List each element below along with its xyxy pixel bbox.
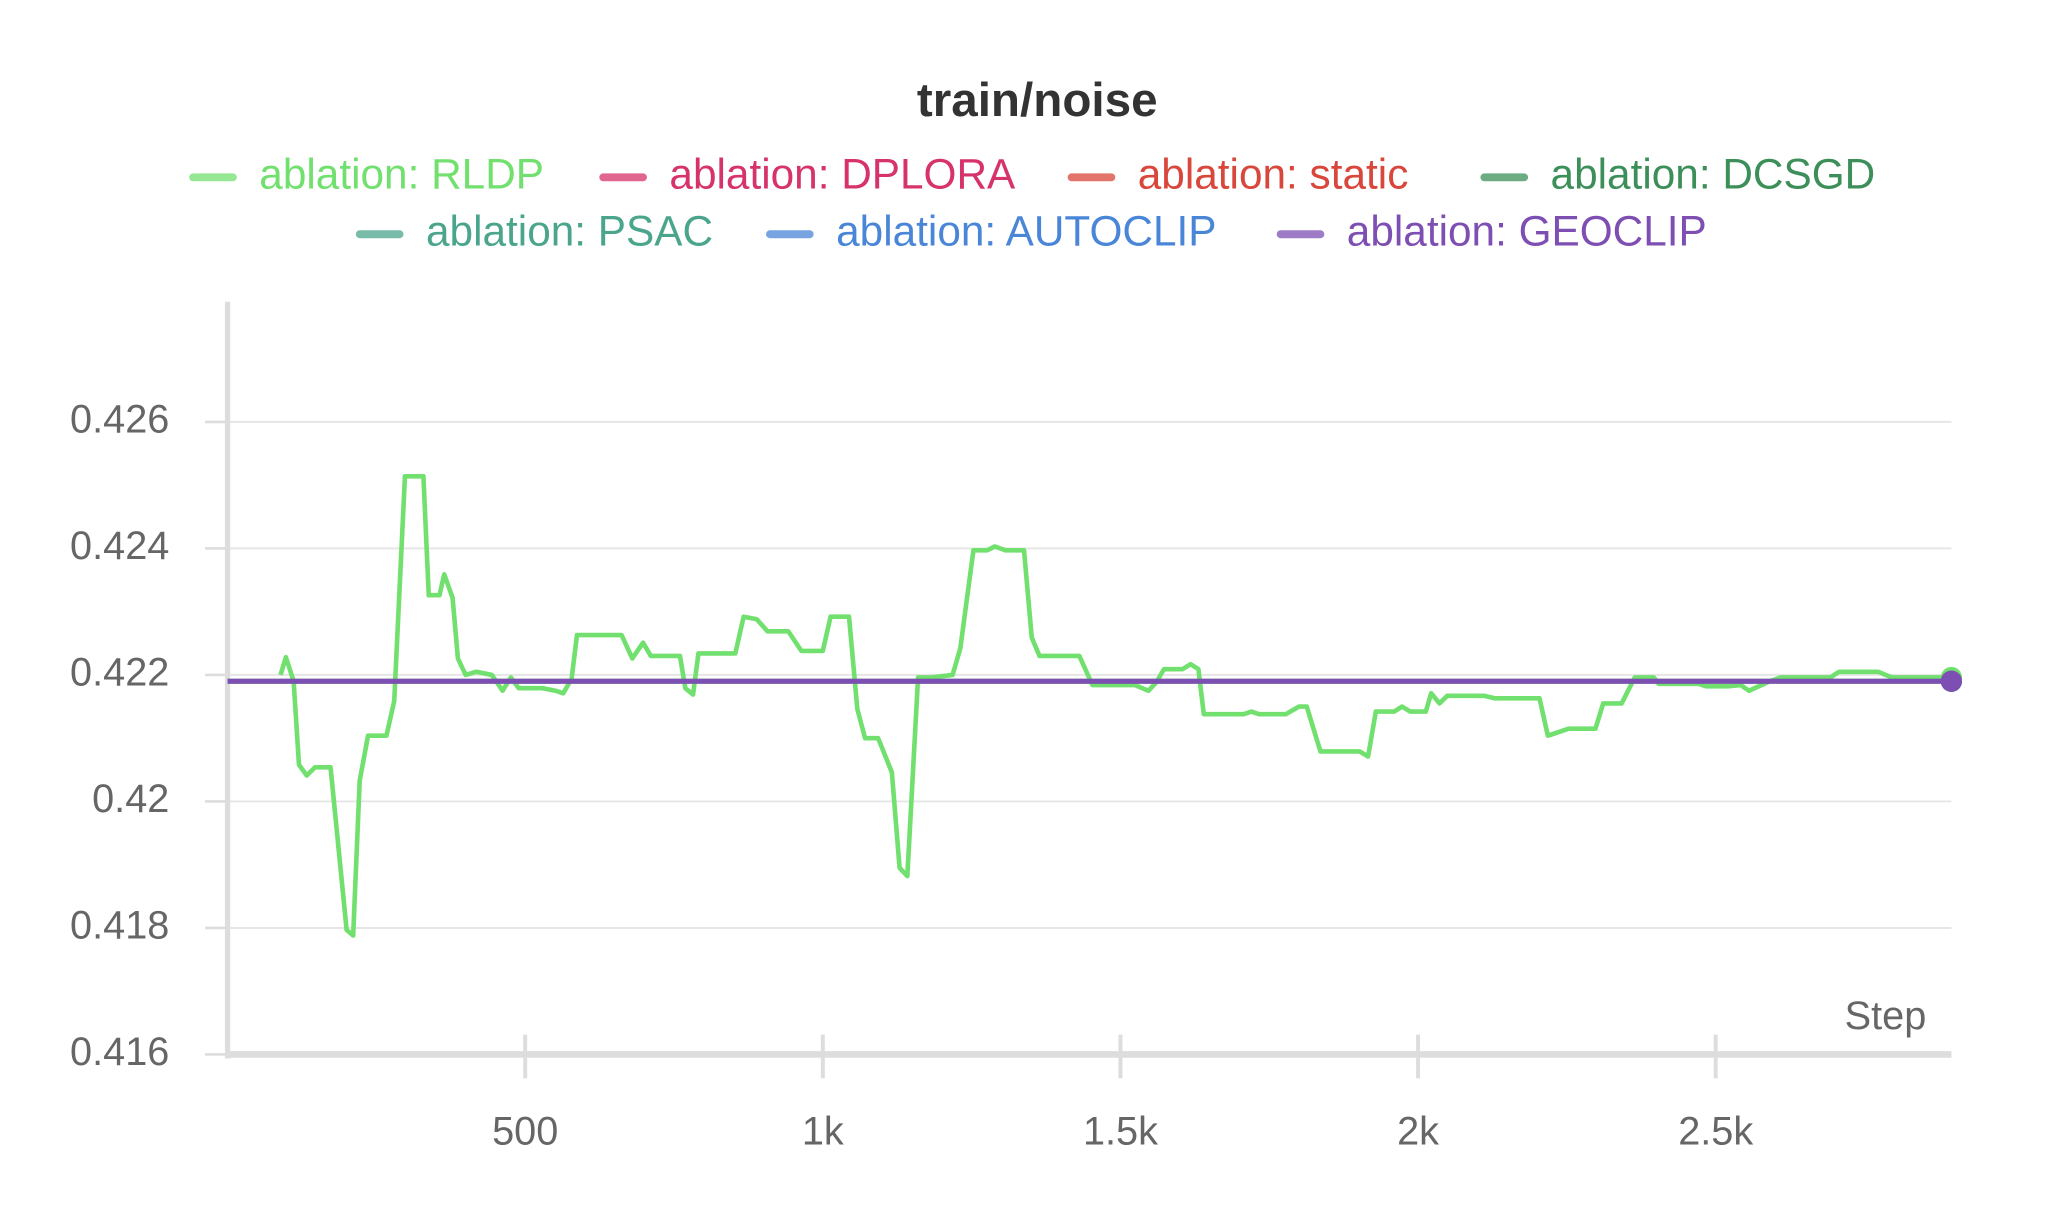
legend-label: ablation: DCSGD (1551, 151, 1876, 198)
chart-title: train/noise (917, 74, 1158, 127)
x-axis-label: Step (1845, 994, 1927, 1038)
legend: ablation: RLDP ablation: DPLORA ablation: … (189, 151, 1876, 254)
y-tick-label: 0.416 (70, 1030, 169, 1074)
x-tick-label: 1k (802, 1109, 844, 1153)
y-tick-label: 0.424 (70, 524, 169, 568)
legend-label: ablation: PSAC (426, 207, 713, 254)
y-tick-label: 0.426 (70, 397, 169, 441)
grid (227, 420, 1952, 1056)
x-tick-label: 2.5k (1678, 1109, 1753, 1153)
legend-label: ablation: GEOCLIP (1347, 207, 1707, 254)
end-point (1940, 670, 1963, 692)
y-tick-label: 0.42 (92, 777, 169, 821)
series-line (278, 473, 1952, 938)
x-tick-label: 1.5k (1083, 1109, 1158, 1153)
legend-label: ablation: AUTOCLIP (836, 207, 1216, 254)
x-tick-label: 500 (492, 1109, 558, 1153)
legend-label: ablation: DPLORA (669, 151, 1016, 198)
plot-area (227, 473, 1963, 938)
axes: 0.416 0.418 0.42 0.422 0.424 0.426 500 1k 1.5k 2k… (70, 301, 1952, 1153)
legend-label: ablation: RLDP (259, 151, 544, 198)
y-tick-label: 0.422 (70, 650, 169, 694)
x-tick-label: 2k (1397, 1109, 1439, 1153)
y-tick-label: 0.418 (70, 903, 169, 947)
legend-label: ablation: static (1138, 151, 1409, 198)
